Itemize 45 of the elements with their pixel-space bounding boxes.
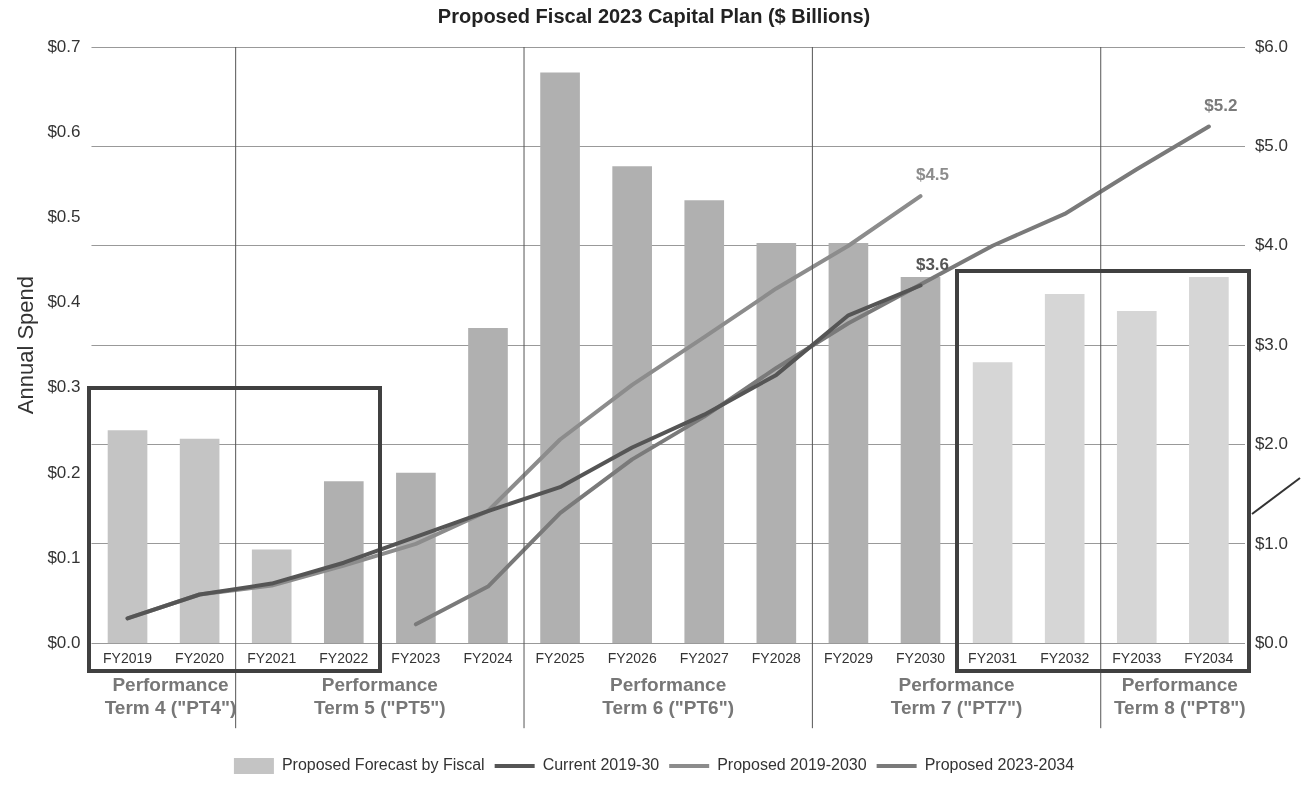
x-tick-label: FY2023 [391, 650, 441, 667]
y-tick-label: $0.0 [47, 632, 81, 652]
x-tick-label: FY2025 [535, 650, 585, 667]
y2-tick-label: $5.0 [1254, 136, 1289, 156]
y-tick-label: $0.3 [47, 377, 81, 397]
text: Performance Term 7 ("PT7") [889, 673, 1024, 720]
legend-label: Proposed Forecast by Fiscal [281, 756, 485, 774]
x-tick-label: FY2024 [463, 650, 513, 667]
x-tick-label: FY2026 [607, 650, 657, 667]
chart-title: Proposed Fiscal 2023 Capital Plan ($ Billions) [437, 4, 871, 27]
legend-label: Proposed 2019-2030 [717, 756, 867, 774]
x-tick-label: FY2034 [1184, 650, 1234, 667]
x-tick-label: FY2030 [895, 650, 946, 667]
x-tick-label: FY2020 [175, 650, 225, 667]
data-label: $4.5 [915, 165, 950, 185]
x-tick-label: FY2031 [968, 650, 1018, 667]
y2-tick-label: $1.0 [1254, 533, 1289, 553]
legend-label: Proposed 2023-2034 [924, 756, 1075, 774]
x-tick-label: FY2033 [1112, 650, 1162, 667]
y-tick-label: $0.7 [47, 36, 81, 56]
y2-tick-label: $6.0 [1254, 36, 1289, 56]
data-label: $5.2 [1204, 95, 1238, 115]
y2-tick-label: $0.0 [1254, 632, 1289, 652]
x-tick-label: FY2029 [823, 650, 874, 667]
y-tick-label: $0.6 [47, 121, 81, 141]
text: Performance Term 4 ("PT4") [103, 673, 238, 720]
x-tick-label: FY2019 [103, 650, 153, 667]
y2-tick-label: $2.0 [1254, 434, 1289, 454]
text: Performance Term 5 ("PT5") [312, 673, 447, 720]
x-tick-label: FY2022 [319, 650, 369, 667]
x-tick-label: FY2021 [247, 650, 297, 667]
y2-tick-label: $3.0 [1254, 334, 1289, 354]
y-tick-label: $0.1 [47, 547, 81, 567]
x-tick-label: FY2028 [751, 650, 802, 667]
y-tick-label: $0.5 [47, 207, 81, 227]
x-tick-label: FY2032 [1040, 650, 1090, 667]
y2-tick-label: $4.0 [1254, 235, 1289, 255]
text: Performance Term 8 ("PT8") [1112, 673, 1247, 720]
data-label: $3.6 [915, 254, 950, 274]
y-tick-label: $0.4 [47, 292, 81, 312]
x-tick-label: FY2027 [679, 650, 729, 667]
y-axis-title: Annual Spend [13, 275, 39, 415]
y-tick-label: $0.2 [47, 462, 81, 482]
legend-label: Current 2019-30 [542, 756, 660, 774]
text: Performance Term 6 ("PT6") [601, 673, 736, 720]
